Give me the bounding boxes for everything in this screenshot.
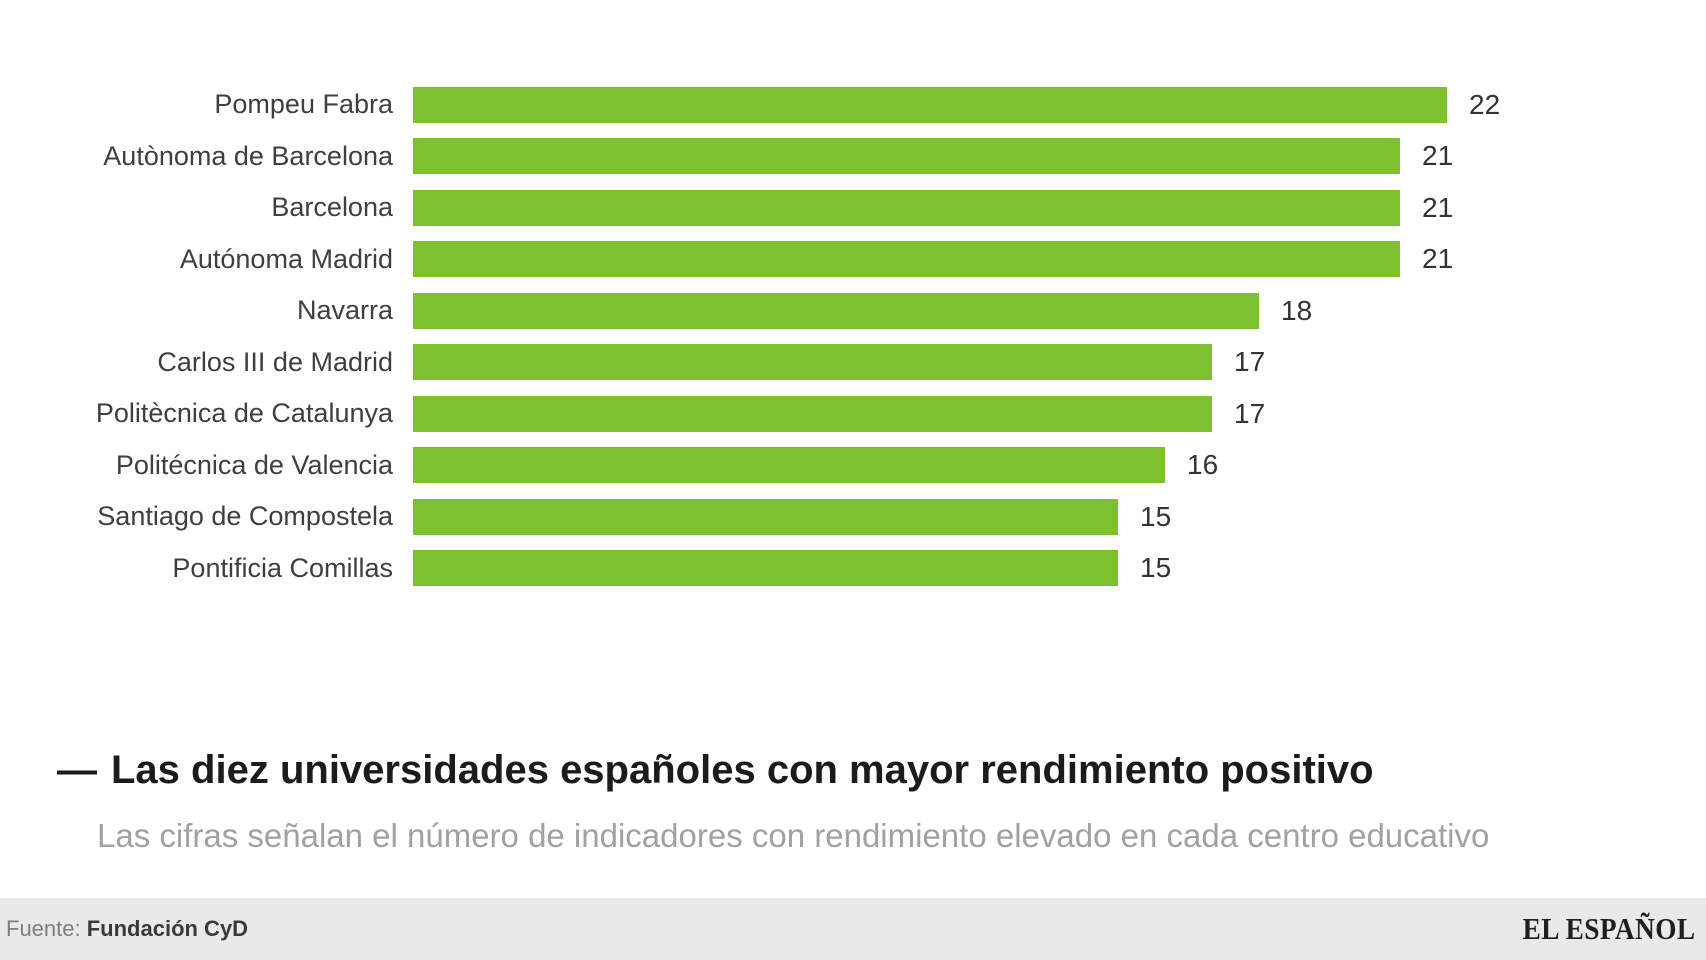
bar-track: 21 [413,131,1706,183]
category-label: Navarra [296,295,393,326]
value-label: 21 [1422,140,1454,172]
bar [413,498,1118,535]
bar [413,241,1400,278]
bar-row: Barcelona 21 [0,182,1706,234]
bar [413,447,1165,484]
bar [413,86,1447,123]
title-block: — Las diez universidades españoles con ma… [57,748,1657,855]
bar [413,395,1212,432]
value-label: 18 [1281,294,1313,326]
value-label: 21 [1422,191,1454,223]
source-name: Fundación CyD [86,916,249,941]
bar-track: 17 [413,388,1706,440]
chart-title-text: Las diez universidades españoles con may… [111,748,1374,792]
value-label: 15 [1140,552,1172,584]
value-label: 17 [1234,346,1266,378]
category-label: Barcelona [271,192,393,223]
category-label: Santiago de Compostela [97,501,393,532]
bar-track: 21 [413,234,1706,286]
bar [413,344,1212,381]
title-dash: — [57,748,97,792]
chart-subtitle: Las cifras señalan el número de indicado… [97,817,1490,854]
bar-row: Pontificia Comillas 15 [0,543,1706,595]
value-label: 22 [1469,88,1501,120]
bar-row: Santiago de Compostela 15 [0,491,1706,543]
bar [413,138,1400,175]
category-label: Politècnica de Catalunya [95,398,393,429]
category-label: Pompeu Fabra [214,89,393,120]
value-label: 16 [1187,449,1219,481]
el-espanol-logo: EL ESPAÑOL [1523,911,1696,946]
category-label: Autònoma de Barcelona [103,140,393,171]
category-label: Autónoma Madrid [179,243,393,274]
category-label: Carlos III de Madrid [157,346,393,377]
bar-row: Autónoma Madrid 21 [0,234,1706,286]
footer-bar: Fuente: Fundación CyD EL ESPAÑOL [0,898,1706,960]
bar [413,189,1400,226]
bar-row: Politècnica de Catalunya 17 [0,388,1706,440]
bar-track: 17 [413,337,1706,389]
bar-track: 15 [413,543,1706,595]
bar-row: Pompeu Fabra 22 [0,79,1706,131]
source-attribution: Fuente: Fundación CyD [6,916,248,942]
source-prefix: Fuente: [6,916,81,941]
bar-row: Navarra 18 [0,285,1706,337]
value-label: 15 [1140,500,1172,532]
bar-track: 21 [413,182,1706,234]
bar-row: Politécnica de Valencia 16 [0,440,1706,492]
chart-title: — Las diez universidades españoles con ma… [57,748,1657,793]
bar-row: Carlos III de Madrid 17 [0,337,1706,389]
bar-track: 15 [413,491,1706,543]
bar [413,292,1259,329]
value-label: 21 [1422,243,1454,275]
bar-chart: Pompeu Fabra 22 Autònoma de Barcelona 21… [0,79,1706,594]
bar-track: 16 [413,440,1706,492]
bar [413,550,1118,587]
bar-row: Autònoma de Barcelona 21 [0,131,1706,183]
value-label: 17 [1234,397,1266,429]
bar-track: 18 [413,285,1706,337]
category-label: Politécnica de Valencia [115,449,393,480]
bar-track: 22 [413,79,1706,131]
category-label: Pontificia Comillas [172,552,393,583]
